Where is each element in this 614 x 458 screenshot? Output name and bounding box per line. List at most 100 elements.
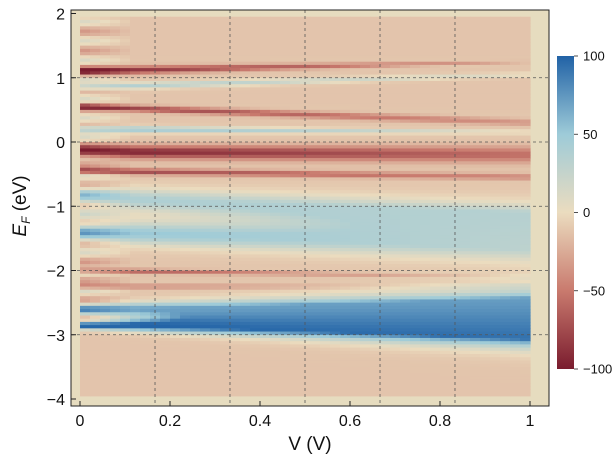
heatmap-cell (310, 138, 321, 143)
heatmap-cell (230, 161, 241, 166)
heatmap-cell (110, 260, 121, 265)
heatmap-cell (490, 264, 501, 268)
heatmap-cell (210, 251, 221, 256)
heatmap-cell (350, 296, 361, 301)
heatmap-cell (150, 97, 161, 101)
heatmap-cell (330, 379, 341, 384)
heatmap-cell (360, 231, 371, 236)
heatmap-cell (210, 35, 221, 40)
heatmap-cell (320, 193, 331, 198)
heatmap-cell (390, 135, 401, 140)
heatmap-cell (230, 164, 241, 169)
heatmap-cell (380, 264, 391, 268)
heatmap-cell (90, 357, 101, 362)
heatmap-cell (120, 170, 131, 175)
heatmap-cell (460, 142, 471, 146)
heatmap-cell (370, 148, 381, 153)
heatmap-cell (170, 35, 181, 40)
heatmap-cell (160, 45, 171, 50)
heatmap-cell (360, 357, 371, 362)
heatmap-cell (80, 42, 91, 47)
heatmap-cell (280, 248, 291, 252)
heatmap-cell (500, 64, 511, 69)
heatmap-cell (200, 39, 211, 44)
heatmap-cell (120, 125, 131, 130)
heatmap-cell (250, 170, 261, 175)
heatmap-cell (190, 100, 201, 105)
heatmap-cell (160, 84, 171, 88)
heatmap-cell (420, 135, 431, 140)
heatmap-cell (90, 370, 101, 374)
heatmap-cell (110, 299, 121, 304)
heatmap-cell (260, 190, 271, 194)
heatmap-cell (80, 103, 91, 108)
heatmap-cell (120, 174, 131, 178)
heatmap-cell (200, 45, 211, 50)
heatmap-cell (370, 74, 381, 79)
heatmap-cell (170, 251, 181, 256)
heatmap-cell (90, 280, 101, 284)
heatmap-cell (210, 376, 221, 381)
heatmap-cell (140, 145, 151, 150)
heatmap-cell (140, 164, 151, 169)
heatmap-cell (170, 116, 181, 121)
heatmap-cell (170, 125, 181, 130)
heatmap-cell (220, 286, 231, 291)
heatmap-cell (280, 379, 291, 384)
heatmap-cell (180, 376, 191, 381)
heatmap-cell (480, 373, 491, 378)
heatmap-cell (310, 382, 321, 387)
heatmap-cell (420, 119, 431, 124)
heatmap-cell (160, 235, 171, 239)
heatmap-cell (90, 337, 101, 342)
heatmap-cell (130, 309, 141, 313)
heatmap-cell (460, 280, 471, 284)
heatmap-cell (330, 32, 341, 37)
heatmap-cell (370, 122, 381, 127)
heatmap-cell (370, 174, 381, 178)
heatmap-cell (470, 90, 481, 95)
heatmap-cell (140, 148, 151, 153)
heatmap-cell (410, 248, 421, 252)
heatmap-cell (240, 23, 251, 27)
heatmap-cell (80, 203, 91, 207)
heatmap-cell (80, 341, 91, 345)
heatmap-cell (220, 209, 231, 214)
heatmap-cell (160, 286, 171, 291)
heatmap-cell (450, 97, 461, 101)
heatmap-cell (130, 273, 141, 278)
heatmap-cell (430, 212, 441, 217)
heatmap-cell (460, 392, 471, 397)
heatmap-cell (190, 32, 201, 37)
heatmap-cell (110, 357, 121, 362)
heatmap-cell (220, 328, 231, 333)
heatmap-cell (360, 270, 371, 275)
heatmap-cell (470, 193, 481, 198)
heatmap-cell (120, 215, 131, 220)
heatmap-cell (290, 180, 301, 185)
heatmap-cell (280, 177, 291, 182)
heatmap-cell (400, 276, 411, 281)
heatmap-cell (330, 357, 341, 362)
heatmap-cell (270, 337, 281, 342)
heatmap-cell (190, 309, 201, 313)
heatmap-cell (430, 135, 441, 140)
heatmap-cell (350, 331, 361, 336)
heatmap-cell (120, 190, 131, 194)
heatmap-cell (180, 135, 191, 140)
heatmap-cell (360, 257, 371, 262)
heatmap-cell (160, 199, 171, 204)
heatmap-cell (370, 23, 381, 27)
heatmap-cell (370, 312, 381, 317)
heatmap-cell (250, 315, 261, 320)
heatmap-cell (150, 23, 161, 27)
heatmap-cell (370, 228, 381, 233)
heatmap-cell (400, 267, 411, 272)
heatmap-cell (90, 196, 101, 201)
heatmap-cell (310, 267, 321, 272)
heatmap-cell (320, 142, 331, 146)
heatmap-cell (120, 68, 131, 72)
heatmap-cell (250, 138, 261, 143)
heatmap-cell (110, 61, 121, 66)
heatmap-cell (410, 35, 421, 40)
